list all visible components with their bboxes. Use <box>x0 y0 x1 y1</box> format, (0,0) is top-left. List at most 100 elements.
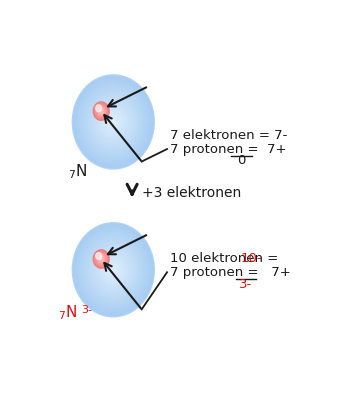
Circle shape <box>96 105 102 112</box>
Circle shape <box>95 104 107 118</box>
Circle shape <box>110 118 117 126</box>
Circle shape <box>91 245 135 295</box>
Circle shape <box>86 239 141 301</box>
Circle shape <box>98 108 104 114</box>
Circle shape <box>104 111 123 133</box>
Circle shape <box>100 257 103 261</box>
Circle shape <box>106 114 121 130</box>
Circle shape <box>96 103 130 141</box>
Text: 0: 0 <box>237 154 245 167</box>
Circle shape <box>96 106 106 116</box>
Circle shape <box>80 84 147 160</box>
Circle shape <box>94 248 132 291</box>
Circle shape <box>79 230 148 309</box>
Text: +3 elektronen: +3 elektronen <box>142 186 241 200</box>
Circle shape <box>84 236 143 303</box>
Circle shape <box>76 79 151 165</box>
Circle shape <box>111 120 116 124</box>
Circle shape <box>108 116 119 128</box>
Text: 10 elektronen =: 10 elektronen = <box>170 252 282 266</box>
Circle shape <box>99 108 103 114</box>
Circle shape <box>93 102 109 120</box>
Circle shape <box>96 251 130 289</box>
Circle shape <box>90 96 136 148</box>
Circle shape <box>79 82 148 161</box>
Circle shape <box>75 226 152 314</box>
Circle shape <box>81 85 146 159</box>
Circle shape <box>98 107 105 115</box>
Circle shape <box>106 262 121 278</box>
Circle shape <box>95 250 131 290</box>
Circle shape <box>103 110 124 134</box>
Text: $_7$N: $_7$N <box>58 304 77 322</box>
Circle shape <box>105 260 122 279</box>
Text: 10-: 10- <box>240 252 262 266</box>
Circle shape <box>101 108 126 136</box>
Circle shape <box>93 250 109 268</box>
Circle shape <box>86 91 141 153</box>
Circle shape <box>112 121 115 123</box>
Circle shape <box>82 86 145 158</box>
Circle shape <box>111 267 116 272</box>
Circle shape <box>77 228 150 312</box>
Circle shape <box>98 255 105 263</box>
Circle shape <box>75 78 152 166</box>
Circle shape <box>100 106 127 138</box>
Circle shape <box>90 244 136 296</box>
Circle shape <box>100 258 102 260</box>
Circle shape <box>97 106 105 116</box>
Circle shape <box>88 241 138 298</box>
Circle shape <box>96 252 102 260</box>
Text: 3-: 3- <box>82 305 93 315</box>
Circle shape <box>87 92 139 152</box>
Text: 7 elektronen = 7-: 7 elektronen = 7- <box>170 129 287 142</box>
Circle shape <box>85 90 142 154</box>
Circle shape <box>96 254 106 264</box>
Circle shape <box>105 112 122 132</box>
Circle shape <box>83 235 144 304</box>
Circle shape <box>108 264 119 276</box>
Circle shape <box>94 251 108 267</box>
Circle shape <box>84 88 143 155</box>
Circle shape <box>89 242 137 297</box>
Circle shape <box>73 75 154 168</box>
Circle shape <box>96 105 107 117</box>
Circle shape <box>103 258 124 282</box>
Circle shape <box>89 94 137 149</box>
Circle shape <box>110 266 117 273</box>
Circle shape <box>73 223 154 316</box>
Circle shape <box>77 80 150 164</box>
Text: 3-: 3- <box>239 278 252 291</box>
Circle shape <box>99 105 128 139</box>
Circle shape <box>94 250 109 268</box>
Circle shape <box>76 227 151 313</box>
Circle shape <box>96 253 107 265</box>
Circle shape <box>92 246 134 294</box>
Circle shape <box>95 104 108 118</box>
Circle shape <box>95 252 107 266</box>
Circle shape <box>95 102 131 142</box>
Circle shape <box>109 117 118 127</box>
Circle shape <box>82 234 145 306</box>
Circle shape <box>102 109 125 135</box>
Circle shape <box>87 240 139 300</box>
Circle shape <box>93 249 110 269</box>
Circle shape <box>94 100 132 144</box>
Circle shape <box>91 97 135 147</box>
Circle shape <box>94 102 109 120</box>
Circle shape <box>93 101 110 121</box>
Circle shape <box>80 232 147 308</box>
Circle shape <box>101 258 102 260</box>
Circle shape <box>100 254 127 285</box>
Circle shape <box>74 76 153 167</box>
Circle shape <box>94 103 108 119</box>
Circle shape <box>78 81 149 162</box>
Circle shape <box>99 253 128 286</box>
Circle shape <box>107 262 120 277</box>
Circle shape <box>112 268 115 271</box>
Circle shape <box>78 229 149 310</box>
Circle shape <box>107 115 120 129</box>
Circle shape <box>71 222 155 318</box>
Circle shape <box>99 256 103 262</box>
Circle shape <box>98 252 129 288</box>
